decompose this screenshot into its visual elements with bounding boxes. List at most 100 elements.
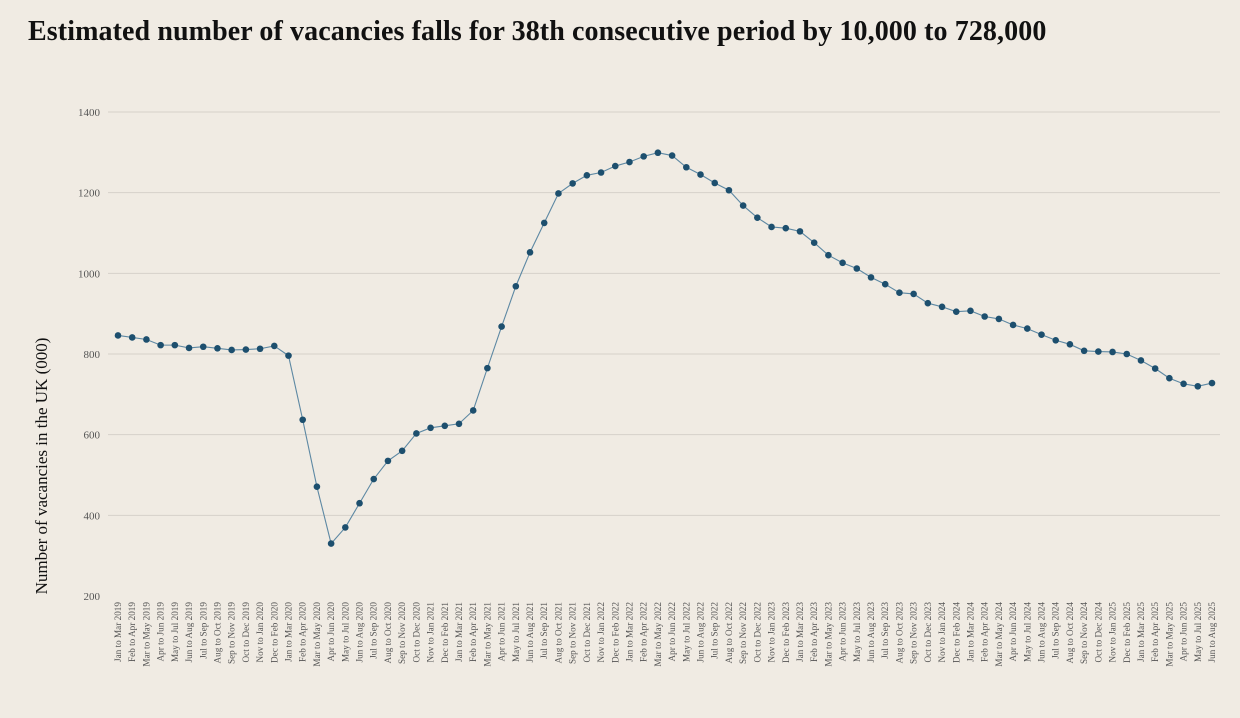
x-tick-label: Dec to Feb 2020 xyxy=(269,602,279,663)
x-tick-label: Jul to Sep 2023 xyxy=(880,602,890,659)
data-point xyxy=(555,190,562,197)
data-point xyxy=(810,239,818,246)
data-point xyxy=(839,259,846,267)
x-tick-label: Jun to Aug 2021 xyxy=(525,602,535,663)
data-point xyxy=(242,346,250,353)
data-point xyxy=(427,424,434,432)
data-point xyxy=(1166,374,1173,382)
x-tick-label: Aug to Oct 2020 xyxy=(383,602,393,664)
x-axis-ticks: Jan to Mar 2019 Feb to Apr 2019 Mar to May… xyxy=(113,602,1217,667)
x-tick-label: Dec to Feb 2021 xyxy=(440,602,450,663)
data-point xyxy=(611,162,619,170)
x-tick-label: Jan to Mar 2022 xyxy=(624,602,634,662)
x-tick-label: May to Jul 2020 xyxy=(340,602,350,662)
data-point xyxy=(1151,365,1159,372)
x-tick-label: Jul to Sep 2024 xyxy=(1051,602,1061,659)
data-point xyxy=(1123,350,1131,358)
x-tick-label: May to Jul 2022 xyxy=(681,602,691,662)
x-tick-label: Apr to Jun 2022 xyxy=(667,602,677,662)
y-tick-label-1000: 1000 xyxy=(78,268,101,280)
data-point xyxy=(128,334,136,341)
data-point xyxy=(143,336,150,343)
data-point xyxy=(455,420,463,428)
y-axis-label: Number of vacancies in the UK (000) xyxy=(32,338,51,595)
data-point xyxy=(498,323,505,330)
data-point xyxy=(626,158,633,166)
data-point xyxy=(711,179,719,187)
data-point xyxy=(313,483,321,490)
x-tick-label: May to Jul 2024 xyxy=(1022,602,1032,662)
x-tick-label: Jan to Mar 2025 xyxy=(1136,602,1146,662)
x-tick-label: Mar to May 2022 xyxy=(653,602,663,667)
x-tick-label: Mar to May 2024 xyxy=(994,602,1004,667)
data-point xyxy=(327,540,335,547)
x-tick-label: Nov to Jan 2023 xyxy=(767,602,777,663)
x-tick-label: Apr to Jun 2025 xyxy=(1179,602,1189,662)
series-line-layer xyxy=(117,152,1213,545)
gridlines xyxy=(108,111,1220,516)
x-tick-label: Mar to May 2019 xyxy=(141,602,151,667)
data-point xyxy=(597,169,605,176)
x-tick-label: May to Jul 2023 xyxy=(852,602,862,662)
data-point xyxy=(171,341,179,349)
data-point xyxy=(967,307,974,315)
x-tick-label: Aug to Oct 2019 xyxy=(212,602,222,664)
data-point xyxy=(725,186,733,194)
data-point xyxy=(469,407,477,414)
x-tick-label: Oct to Dec 2024 xyxy=(1093,602,1103,663)
data-point xyxy=(668,152,676,159)
data-point xyxy=(896,289,903,296)
x-tick-label: Feb to Apr 2025 xyxy=(1150,602,1160,662)
x-tick-label: Sep to Nov 2019 xyxy=(227,602,237,664)
x-tick-label: Feb to Apr 2020 xyxy=(298,602,308,662)
x-tick-label: Nov to Jan 2025 xyxy=(1108,602,1118,663)
data-point xyxy=(583,172,591,179)
x-tick-label: May to Jul 2021 xyxy=(511,602,521,662)
data-points xyxy=(114,149,1216,547)
x-tick-label: Jan to Mar 2021 xyxy=(454,602,464,662)
x-tick-label: Jun to Aug 2024 xyxy=(1037,602,1047,663)
data-point xyxy=(512,282,520,290)
x-tick-label: Oct to Dec 2021 xyxy=(582,602,592,663)
data-point xyxy=(299,416,307,424)
x-tick-label: Mar to May 2025 xyxy=(1164,602,1174,667)
x-tick-label: Nov to Jan 2024 xyxy=(937,602,947,663)
x-tick-label: Jun to Aug 2022 xyxy=(696,602,706,663)
data-point xyxy=(952,308,960,315)
data-point xyxy=(441,422,449,430)
x-tick-label: Apr to Jun 2020 xyxy=(326,602,336,662)
data-point xyxy=(782,224,790,232)
data-point xyxy=(1137,357,1145,364)
x-tick-label: May to Jul 2025 xyxy=(1193,602,1203,662)
x-tick-label: Aug to Oct 2022 xyxy=(724,602,734,664)
data-point xyxy=(370,475,378,483)
data-point xyxy=(1095,348,1102,355)
data-point xyxy=(157,341,164,349)
data-point xyxy=(981,313,988,320)
data-point xyxy=(867,274,875,281)
data-point xyxy=(1208,379,1216,387)
data-point xyxy=(1194,382,1202,390)
x-tick-label: Feb to Apr 2024 xyxy=(980,602,990,662)
x-tick-label: Mar to May 2020 xyxy=(312,602,322,667)
data-point xyxy=(484,364,491,372)
y-tick-label-200: 200 xyxy=(84,591,101,603)
y-tick-label-600: 600 xyxy=(84,430,101,442)
x-tick-label: Sep to Nov 2020 xyxy=(397,602,407,664)
y-axis-ticks: 200 400 600 800 1000 1200 1400 xyxy=(78,107,101,603)
data-point xyxy=(270,342,278,350)
data-point xyxy=(1038,331,1045,338)
x-tick-label: Feb to Apr 2022 xyxy=(639,602,649,662)
y-tick-label-1400: 1400 xyxy=(78,107,101,119)
x-tick-label: Nov to Jan 2020 xyxy=(255,602,265,663)
data-point xyxy=(825,251,832,259)
data-point xyxy=(413,430,420,437)
x-tick-label: Aug to Oct 2024 xyxy=(1065,602,1075,664)
x-tick-label: Dec to Feb 2022 xyxy=(610,602,620,663)
x-tick-label: Sep to Nov 2024 xyxy=(1079,602,1089,664)
data-point xyxy=(995,315,1003,323)
x-tick-label: Feb to Apr 2023 xyxy=(809,602,819,662)
data-point xyxy=(384,457,392,465)
x-tick-label: Dec to Feb 2025 xyxy=(1122,602,1132,663)
